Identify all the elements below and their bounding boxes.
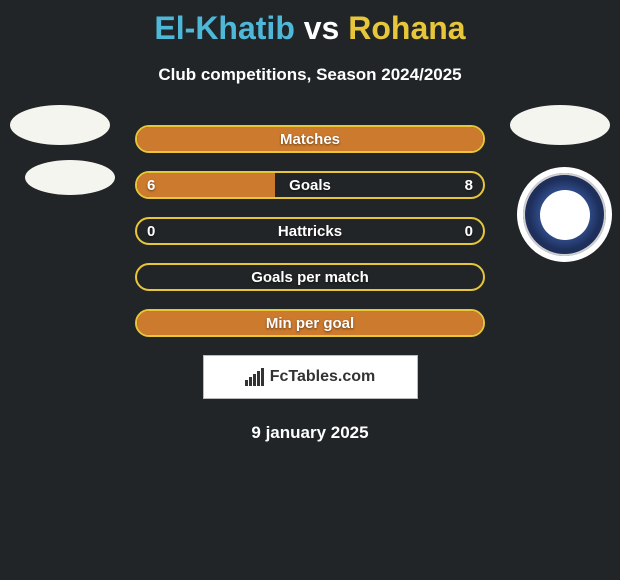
stat-label: Goals per match <box>251 269 369 286</box>
bar-chart-icon <box>245 368 265 386</box>
player2-avatar <box>510 105 610 145</box>
stat-row: Goals per match <box>135 263 485 291</box>
vs-text: vs <box>304 10 340 46</box>
club-badge-inner <box>540 190 590 240</box>
stat-left-value: 6 <box>147 177 155 194</box>
player1-avatar <box>10 105 110 145</box>
stat-label: Goals <box>289 177 331 194</box>
stat-label: Matches <box>280 131 340 148</box>
date-text: 9 january 2025 <box>0 423 620 443</box>
player1-avatar-secondary <box>25 160 115 195</box>
stats-container: Matches 6 Goals 8 0 Hattricks 0 Goals per match… <box>0 125 620 337</box>
stat-label: Min per goal <box>266 315 354 332</box>
brand-text: FcTables.com <box>270 368 376 386</box>
stat-row-fill <box>137 173 275 197</box>
stat-left-value: 0 <box>147 223 155 240</box>
subtitle: Club competitions, Season 2024/2025 <box>0 65 620 85</box>
stat-row: Min per goal <box>135 309 485 337</box>
player2-name: Rohana <box>348 10 465 46</box>
stat-row: 0 Hattricks 0 <box>135 217 485 245</box>
player1-name: El-Khatib <box>154 10 294 46</box>
stat-row: 6 Goals 8 <box>135 171 485 199</box>
stat-label: Hattricks <box>278 223 342 240</box>
stat-right-value: 8 <box>465 177 473 194</box>
stat-right-value: 0 <box>465 223 473 240</box>
comparison-title: El-Khatib vs Rohana <box>0 0 620 47</box>
player2-club-badge <box>517 167 612 262</box>
brand-footer[interactable]: FcTables.com <box>203 355 418 399</box>
stat-row: Matches <box>135 125 485 153</box>
